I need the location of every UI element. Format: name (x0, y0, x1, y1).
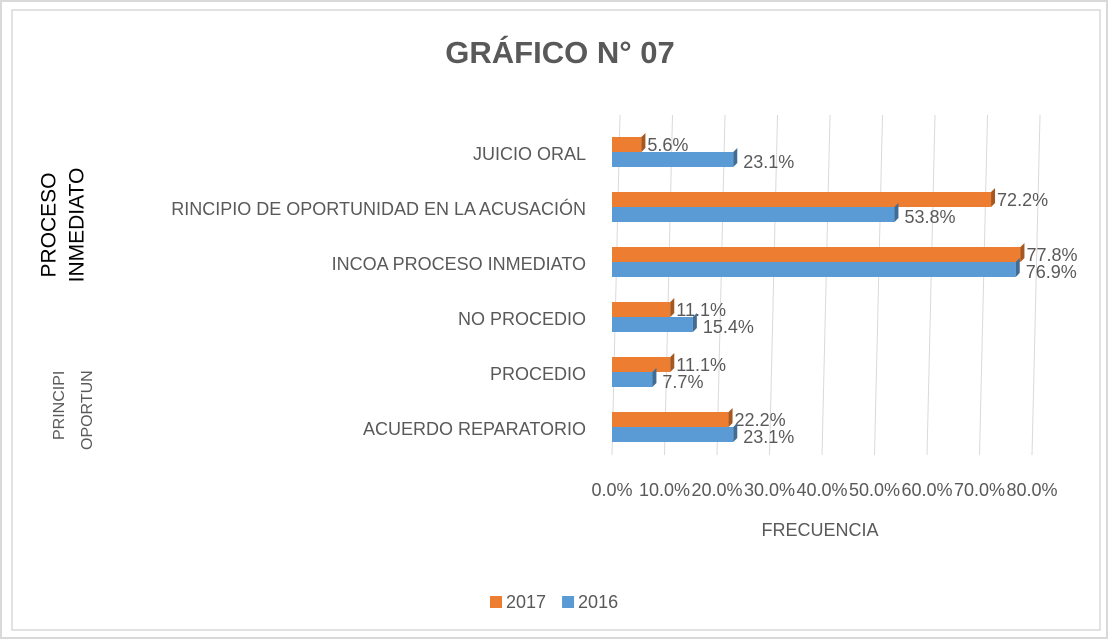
legend-swatch (562, 596, 575, 608)
y-tick-label: JUICIO ORAL (473, 144, 586, 164)
x-tick-label: 10.0% (639, 480, 690, 500)
group-label: OPORTUN (79, 370, 96, 450)
x-axis-title: FRECUENCIA (761, 520, 878, 540)
bar-side (1020, 243, 1025, 262)
bar-side (641, 133, 646, 152)
x-tick-label: 30.0% (744, 480, 795, 500)
x-tick-label: 70.0% (954, 480, 1005, 500)
y-tick-label: INCOA PROCESO INMEDIATO (332, 254, 586, 274)
data-label: 77.8% (1026, 245, 1077, 265)
grid-line (874, 114, 883, 456)
bar-side (728, 408, 733, 427)
legend-label: 2016 (578, 592, 618, 612)
y-tick-label: ACUERDO REPARATORIO (363, 419, 586, 439)
grid-line (1031, 114, 1041, 456)
group-label: PROCESO (38, 172, 61, 277)
bar-side (670, 353, 675, 372)
bar (612, 412, 729, 427)
y-tick-label: PROCEDIO (490, 364, 586, 384)
bar-side (670, 298, 675, 317)
grid-line (769, 114, 778, 456)
data-label: 53.8% (904, 207, 955, 227)
data-label: 23.1% (743, 427, 794, 447)
chart-frame (11, 9, 1101, 631)
bar (612, 192, 992, 207)
y-tick-label: RINCIPIO DE OPORTUNIDAD EN LA ACUSACIÓN (171, 198, 586, 219)
y-tick-label: NO PROCEDIO (458, 309, 586, 329)
group-label: INMEDIATO (66, 168, 89, 283)
bar-side (991, 188, 996, 207)
data-label: 7.7% (662, 372, 703, 392)
grid-line (664, 114, 673, 456)
bar (612, 207, 895, 222)
data-label: 11.1% (676, 355, 726, 375)
data-label: 23.1% (743, 152, 794, 172)
bar-side (652, 368, 657, 387)
bar (612, 317, 693, 332)
x-tick-label: 0.0% (591, 480, 632, 500)
data-label: 5.6% (647, 135, 688, 155)
bar (612, 357, 671, 372)
data-label: 11.1% (676, 300, 726, 320)
bar (612, 302, 671, 317)
bar (612, 152, 734, 167)
data-label: 15.4% (703, 317, 754, 337)
bar (612, 262, 1016, 277)
bar (612, 247, 1021, 262)
bar-side (733, 148, 738, 167)
legend-label: 2017 (506, 592, 546, 612)
grid-line (716, 114, 726, 456)
data-label: 22.2% (735, 410, 786, 430)
bar (612, 427, 734, 442)
bar (612, 372, 653, 387)
x-tick-label: 80.0% (1006, 480, 1057, 500)
bar-side (894, 203, 899, 222)
x-tick-label: 40.0% (796, 480, 847, 500)
grid-line (611, 114, 621, 456)
bar-side (692, 313, 697, 332)
bar (612, 137, 642, 152)
chart-title: GRÁFICO N° 07 (445, 35, 674, 70)
bar-side (1015, 258, 1020, 277)
x-tick-label: 50.0% (849, 480, 900, 500)
grid-line (926, 114, 936, 456)
x-tick-label: 20.0% (691, 480, 742, 500)
x-tick-label: 60.0% (901, 480, 952, 500)
grid-line (979, 114, 988, 456)
legend-swatch (490, 596, 502, 608)
data-label: 76.9% (1026, 262, 1077, 282)
data-label: 72.2% (997, 190, 1048, 210)
bar-side (733, 423, 738, 442)
grid-line (821, 114, 831, 456)
group-label: PRINCIPI (51, 371, 68, 440)
